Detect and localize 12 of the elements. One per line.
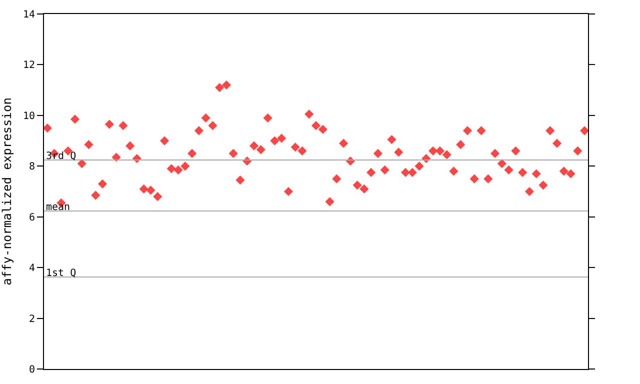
y-axis-title: affy-normalized expression: [0, 98, 14, 286]
y-tick-label: 8: [28, 162, 35, 173]
y-tick-label: 6: [28, 212, 35, 224]
y-tick-label: 0: [28, 364, 35, 376]
ref-line-label: 1st Q: [46, 268, 76, 279]
y-tick-label: 12: [22, 60, 35, 72]
y-tick-label: 14: [22, 10, 35, 20]
ref-line-label: 3rd Q: [46, 151, 76, 162]
y-tick-label: 4: [28, 263, 35, 274]
y-tick-label: 10: [22, 110, 35, 122]
ref-line-label: mean: [46, 202, 70, 213]
y-tick-label: 2: [28, 314, 35, 325]
